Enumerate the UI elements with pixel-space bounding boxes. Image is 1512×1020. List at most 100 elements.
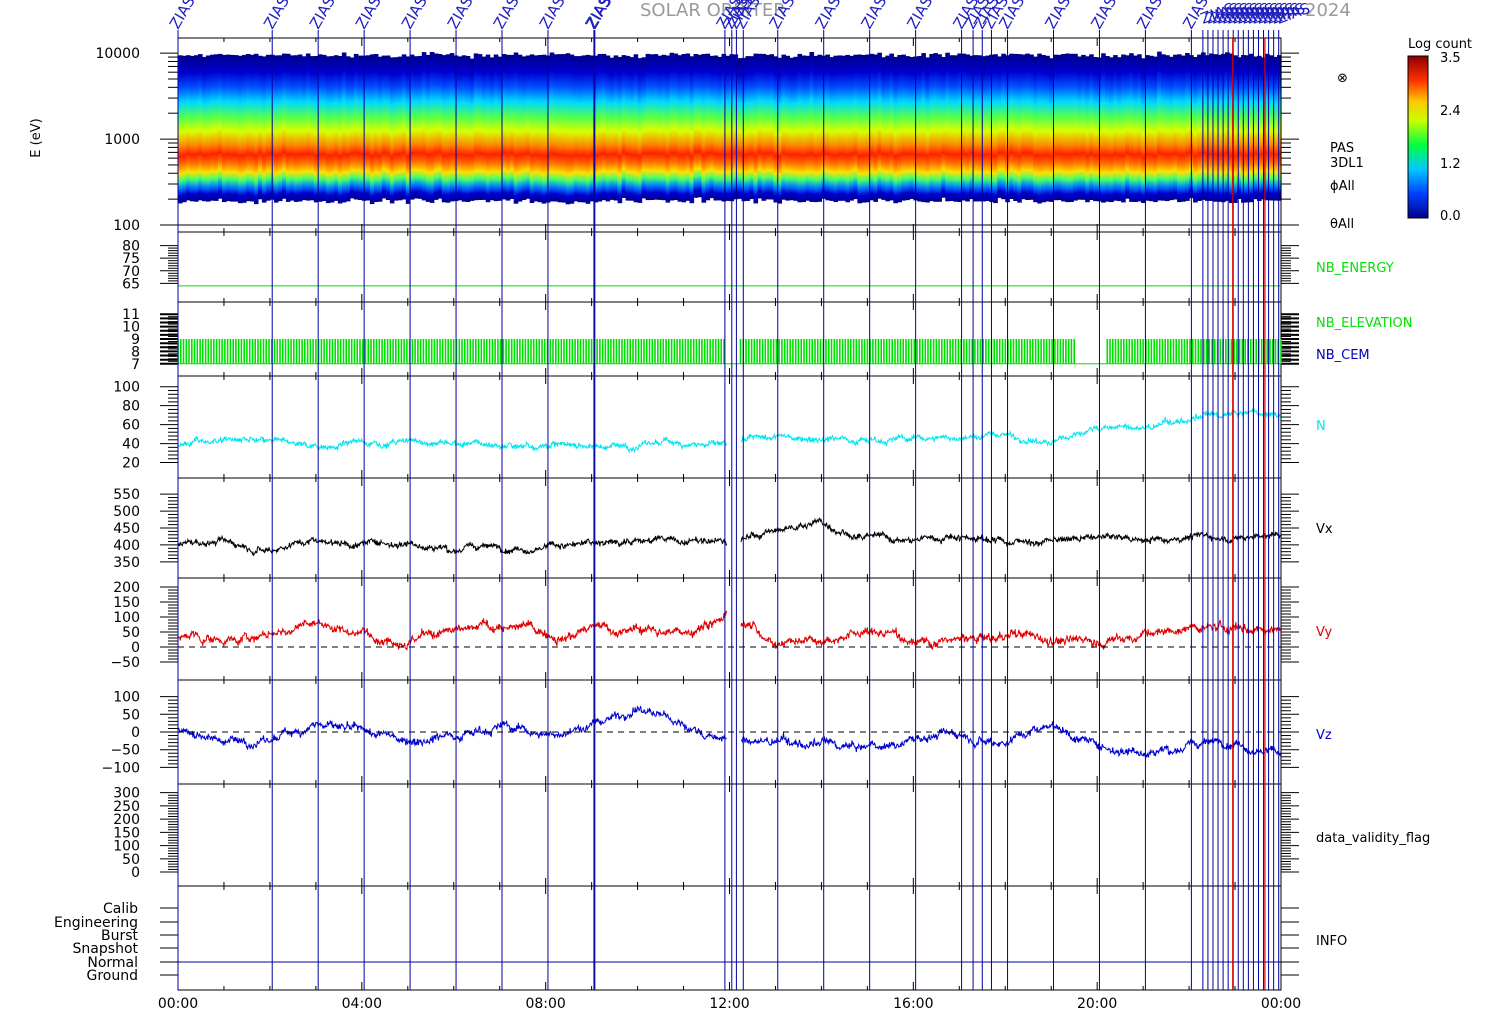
spectrogram-column	[1009, 53, 1014, 200]
nb_energy-tick-label: 75	[122, 251, 140, 267]
spectrogram-right-label: θAll	[1330, 217, 1354, 232]
spectrogram-column	[225, 54, 231, 202]
spectrogram-column	[317, 54, 323, 202]
validity-tick-label: 50	[122, 852, 140, 868]
spectrogram-column	[629, 57, 635, 201]
time-tick-label: 12:00	[709, 996, 749, 1012]
spectrogram-column	[1205, 55, 1210, 201]
spectrogram-column	[493, 54, 499, 202]
spectrogram-column	[741, 57, 747, 202]
spectrogram-column	[997, 56, 1002, 198]
nb-cem-label: NB_CEM	[1316, 348, 1370, 363]
spectrogram-column	[1001, 53, 1006, 200]
spectrogram-column	[1077, 56, 1082, 200]
spectrogram-column	[725, 55, 731, 201]
vy-tick-label: 150	[113, 595, 140, 611]
spectrogram-column	[313, 56, 319, 203]
spectrogram-column	[1153, 56, 1158, 203]
spectrogram-column	[837, 55, 842, 201]
spectrogram-column	[369, 54, 375, 205]
spectrogram-column	[449, 53, 455, 202]
spectrogram-column	[1245, 55, 1250, 203]
spectrogram-column	[949, 55, 954, 202]
spectrogram-column	[569, 54, 575, 204]
spectrogram-column	[897, 55, 902, 203]
spectrogram-column	[221, 54, 227, 203]
spectrogram-column	[705, 53, 711, 201]
spectrogram-column	[1193, 57, 1198, 203]
density-label: N	[1316, 419, 1326, 434]
spectrogram-column	[625, 55, 631, 201]
spectrogram-column	[1101, 53, 1106, 203]
vz-tick-label: −100	[102, 760, 140, 776]
spectrogram-column	[1173, 54, 1178, 200]
info-tick-label: Ground	[87, 968, 139, 984]
spectrogram-tick-label: 100	[113, 218, 140, 234]
spectrogram-column	[781, 54, 787, 200]
spectrogram-column	[833, 55, 839, 203]
nb-energy-label: NB_ENERGY	[1316, 261, 1394, 276]
spectrogram-column	[1065, 53, 1070, 203]
spectrogram-column	[1053, 54, 1058, 201]
info-tick-label: Burst	[101, 928, 139, 944]
spectrogram-column	[565, 53, 571, 205]
spectrogram-column	[389, 57, 395, 204]
spectrogram-column	[385, 55, 391, 200]
nb_energy-frame	[177, 231, 1282, 303]
spectrogram-column	[197, 54, 203, 201]
validity-tick-label: 200	[113, 812, 140, 828]
colorbar-title: Log count	[1408, 37, 1472, 52]
vx-trace	[177, 517, 1281, 557]
event-label: ZIAS	[812, 0, 845, 32]
spectrogram-column	[182, 55, 187, 203]
spectrogram-column	[257, 55, 263, 200]
spectrogram-column	[1121, 54, 1126, 203]
spectrogram-column	[673, 53, 679, 200]
density-tick-label: 20	[122, 456, 140, 472]
nb-elevation-trace	[177, 339, 1282, 364]
vy-tick-label: 200	[113, 580, 140, 596]
spectrogram-column	[973, 55, 978, 202]
spectrogram-column	[345, 56, 351, 202]
spectrogram-column	[581, 55, 587, 203]
vx-tick-label: 450	[113, 521, 140, 537]
vy-label: Vy	[1316, 625, 1333, 640]
spectrogram-column	[1149, 55, 1154, 202]
density-tick-label: 40	[122, 437, 140, 453]
spectrogram-column	[305, 53, 311, 201]
spectrogram-column	[881, 57, 886, 200]
spectrogram-column	[205, 55, 211, 202]
spectrogram-column	[805, 55, 811, 201]
spectrogram-column	[749, 56, 755, 200]
spectrogram-column	[937, 54, 942, 202]
spectrogram-column	[1021, 54, 1026, 200]
spectrogram-column	[357, 55, 363, 200]
spectrogram-column	[861, 55, 866, 203]
colorbar-tick: 2.4	[1440, 104, 1461, 119]
vy-tick-label: 100	[113, 610, 140, 626]
nb_energy-tick-label: 65	[122, 276, 140, 292]
spectrogram-column	[993, 54, 998, 204]
spectrogram-column	[1117, 57, 1122, 202]
vx-tick-label: 500	[113, 504, 140, 520]
spectrogram-column	[178, 55, 183, 204]
spectrogram-column	[1073, 53, 1078, 201]
spectrogram-column	[885, 55, 890, 202]
time-tick-label: 04:00	[342, 996, 382, 1012]
spectrogram-column	[797, 53, 803, 203]
spectrogram-column	[273, 55, 279, 203]
spectrogram-column	[489, 57, 495, 201]
nb_energy-tick-label: 80	[122, 239, 140, 255]
spectrogram-column	[677, 55, 683, 202]
spectrogram-column	[1265, 53, 1270, 201]
spectrogram-column	[713, 55, 719, 201]
spectrogram-column	[477, 54, 483, 200]
spectrogram-column	[801, 55, 807, 203]
spectrogram-column	[1025, 53, 1030, 200]
colorbar-tick: 1.2	[1440, 157, 1461, 172]
spectrogram-column	[661, 54, 667, 201]
spectrogram-column	[877, 52, 882, 199]
spectrogram-column	[817, 54, 823, 202]
spectrogram-column	[773, 56, 779, 203]
spectrogram-column	[1177, 54, 1182, 203]
